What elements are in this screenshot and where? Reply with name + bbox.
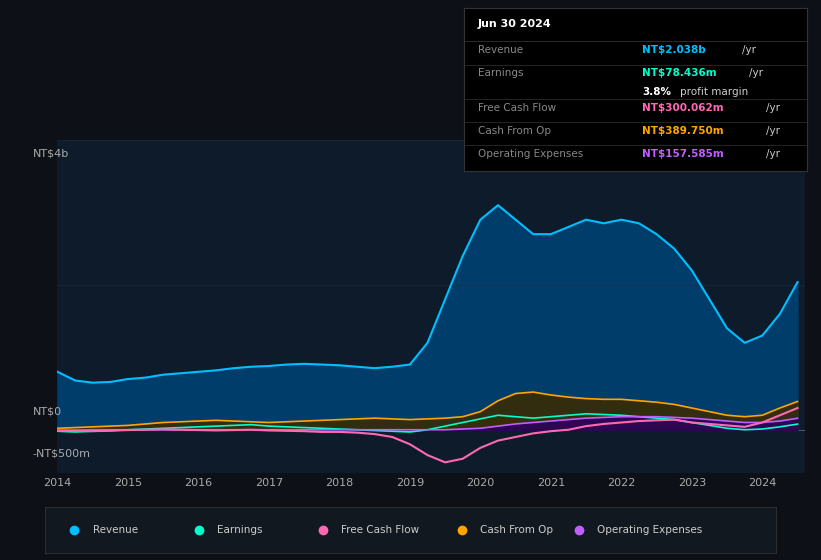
Text: Free Cash Flow: Free Cash Flow <box>478 104 556 114</box>
Text: profit margin: profit margin <box>680 87 748 97</box>
Text: Cash From Op: Cash From Op <box>480 525 553 535</box>
Text: Operating Expenses: Operating Expenses <box>478 149 583 159</box>
Text: NT$300.062m: NT$300.062m <box>642 104 724 114</box>
Text: Operating Expenses: Operating Expenses <box>597 525 702 535</box>
Text: Free Cash Flow: Free Cash Flow <box>341 525 420 535</box>
Text: NT$2.038b: NT$2.038b <box>642 45 706 55</box>
Text: NT$157.585m: NT$157.585m <box>642 149 724 159</box>
Text: /yr: /yr <box>766 104 780 114</box>
Text: NT$389.750m: NT$389.750m <box>642 126 724 136</box>
Text: NT$78.436m: NT$78.436m <box>642 68 717 78</box>
Text: Revenue: Revenue <box>478 45 523 55</box>
Text: NT$4b: NT$4b <box>33 149 69 159</box>
Text: /yr: /yr <box>742 45 756 55</box>
Text: 3.8%: 3.8% <box>642 87 672 97</box>
Text: NT$0: NT$0 <box>33 407 62 417</box>
Text: Cash From Op: Cash From Op <box>478 126 551 136</box>
Text: /yr: /yr <box>749 68 763 78</box>
Text: Earnings: Earnings <box>478 68 523 78</box>
Text: Revenue: Revenue <box>93 525 138 535</box>
Text: Jun 30 2024: Jun 30 2024 <box>478 19 552 29</box>
Text: /yr: /yr <box>766 126 780 136</box>
Text: /yr: /yr <box>766 149 780 159</box>
Text: -NT$500m: -NT$500m <box>33 449 91 459</box>
Text: Earnings: Earnings <box>217 525 263 535</box>
